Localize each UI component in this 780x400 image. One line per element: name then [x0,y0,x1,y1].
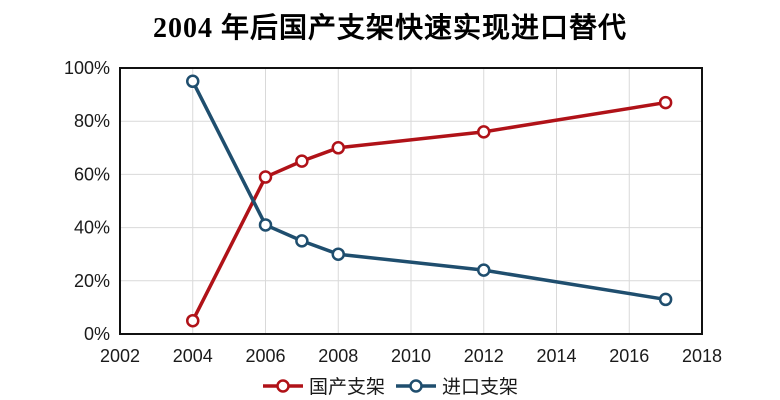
data-point-series-1 [331,247,345,261]
x-tick-label: 2002 [100,346,140,366]
data-point-series-0 [331,141,345,155]
x-tick-label: 2010 [391,346,431,366]
data-point-series-1 [658,292,673,307]
x-tick-label: 2008 [318,346,358,366]
data-point-series-0 [186,313,200,328]
data-point-series-0 [477,125,491,139]
y-tick-label: 20% [74,271,110,291]
data-point-series-1 [186,74,200,89]
legend-label: 国产支架 [308,377,385,398]
series-line-1 [191,79,668,302]
x-tick-label: 2012 [464,346,504,366]
data-point-series-0 [258,170,273,184]
legend-label: 进口支架 [442,377,519,398]
data-point-series-0 [295,154,309,168]
data-point-series-1 [295,234,309,248]
y-tick-label: 60% [74,164,110,184]
legend-marker-icon [262,378,303,393]
data-point-series-0 [658,95,673,110]
y-tick-label: 0% [84,324,110,344]
x-tick-label: 2014 [536,346,576,366]
x-tick-label: 2004 [173,346,213,366]
y-tick-label: 80% [74,111,110,131]
x-tick-label: 2018 [682,346,722,366]
legend-marker-icon [396,378,436,393]
legend-item-1: 进口支架 [395,372,518,399]
y-tick-label: 100% [64,58,110,78]
chart-title: 2004 年后国产支架快速实现进口替代 [152,13,627,44]
plot-border [119,67,703,335]
data-point-series-1 [258,218,273,232]
chart-legend: 国产支架 进口支架 [0,372,780,399]
legend-item-0: 国产支架 [262,372,385,399]
y-tick-label: 40% [74,218,110,238]
x-tick-label: 2016 [609,346,649,366]
data-point-series-1 [477,263,491,277]
x-tick-label: 2006 [245,346,285,366]
